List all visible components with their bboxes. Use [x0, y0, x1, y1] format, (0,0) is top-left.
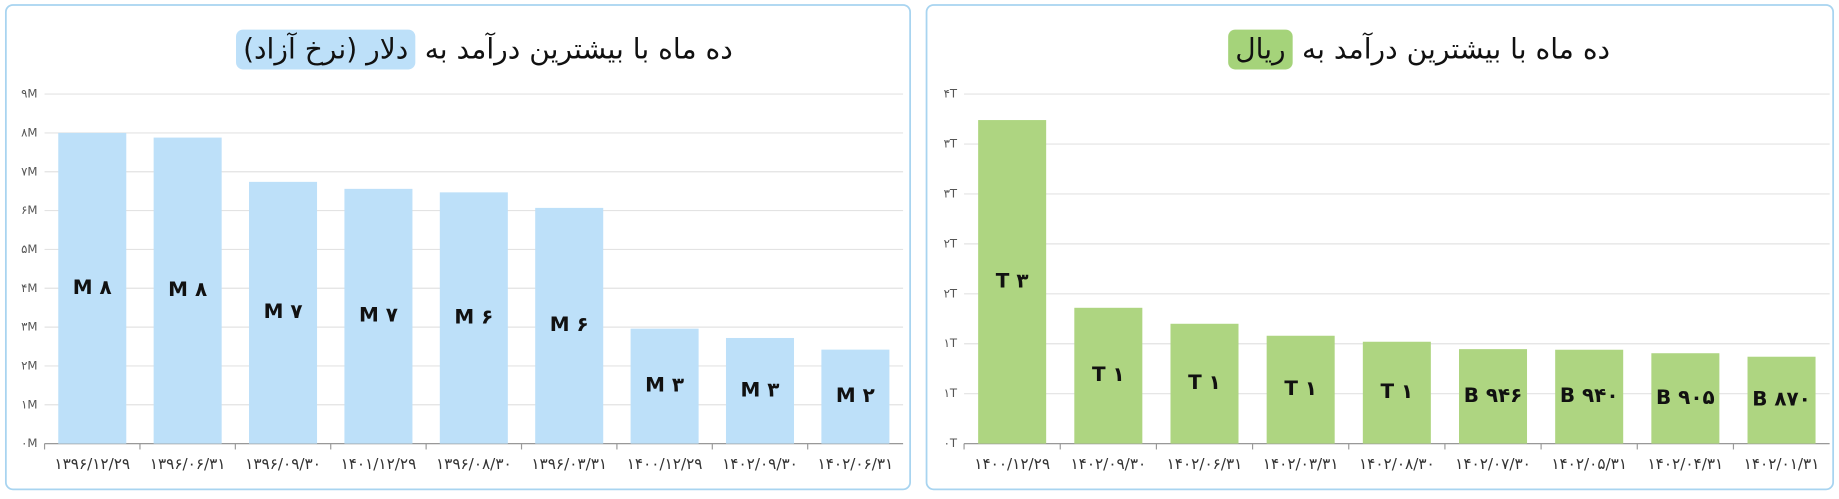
y-tick-label: ۲T	[944, 236, 958, 250]
y-tick-label: ۵M	[21, 242, 37, 256]
x-tick-label: ۱۳۹۶/۰۳/۳۱	[531, 455, 607, 473]
y-tick-label: ۲T	[944, 286, 958, 300]
bar	[1651, 353, 1720, 444]
x-tick-label: ۱۴۰۲/۰۶/۳۱	[818, 455, 894, 473]
chart-title: ده ماه با بیشترین درآمد به	[425, 33, 733, 66]
y-tick-label: ۱T	[944, 336, 958, 350]
chart-title-highlight: ریال	[1235, 33, 1285, 66]
y-tick-label: ۷M	[21, 164, 37, 178]
bar	[1362, 341, 1431, 444]
x-tick-label: ۱۴۰۲/۰۸/۳۰	[1359, 455, 1435, 473]
title-highlight	[236, 29, 416, 70]
x-tick-label: ۱۴۰۲/۰۹/۳۰	[1070, 455, 1146, 473]
value-label: ۸ M	[73, 276, 112, 299]
x-tick-label: ۱۳۹۶/۰۸/۳۰	[436, 455, 512, 473]
chart-title: ده ماه با بیشترین درآمد به	[1302, 33, 1610, 66]
value-label: ۹۴۶ B	[1464, 384, 1523, 407]
bar	[249, 181, 318, 444]
value-label: ۶ M	[454, 305, 493, 328]
chart-title-highlight: دلار (نرخ آزاد)	[243, 33, 408, 66]
value-label: ۱ T	[1380, 380, 1413, 403]
y-tick-label: ۸M	[21, 125, 37, 139]
bar	[1266, 335, 1335, 444]
value-label: ۱ T	[1188, 371, 1221, 394]
bar	[535, 207, 604, 444]
y-tick-label: ۲M	[21, 358, 37, 372]
value-label: ۱ T	[1092, 363, 1125, 386]
y-tick-label: ۰M	[21, 436, 37, 450]
x-tick-label: ۱۴۰۲/۰۴/۳۱	[1647, 455, 1723, 473]
bar	[630, 328, 699, 444]
bar	[1555, 349, 1624, 444]
bar	[439, 192, 508, 444]
x-tick-label: ۱۴۰۱/۱۲/۲۹	[341, 455, 417, 473]
y-tick-label: ۳T	[944, 186, 958, 200]
x-tick-label: ۱۴۰۲/۰۷/۳۰	[1455, 455, 1531, 473]
x-tick-label: ۱۴۰۰/۱۲/۲۹	[974, 455, 1050, 473]
value-label: ۷ M	[359, 304, 398, 327]
x-tick-label: ۱۳۹۶/۱۲/۲۹	[54, 455, 130, 473]
y-tick-label: ۶M	[21, 203, 37, 217]
y-tick-label: ۴T	[944, 87, 958, 101]
value-label: ۹۰۵ B	[1656, 386, 1715, 409]
x-tick-label: ۱۴۰۲/۰۵/۳۱	[1551, 455, 1627, 473]
value-label: ۹۴۰ B	[1560, 384, 1619, 407]
x-tick-label: ۱۴۰۲/۰۹/۳۰	[722, 455, 798, 473]
x-tick-label: ۱۴۰۲/۰۳/۳۱	[1263, 455, 1339, 473]
bar	[1459, 349, 1528, 444]
value-label: ۶ M	[550, 313, 589, 336]
value-label: ۸ M	[168, 278, 207, 301]
bar	[1747, 356, 1816, 444]
x-tick-label: ۱۴۰۰/۱۲/۲۹	[627, 455, 703, 473]
bar	[821, 349, 890, 444]
y-tick-label: ۰T	[944, 436, 958, 450]
value-label: ۳ T	[996, 269, 1029, 292]
x-tick-label: ۱۳۹۶/۰۹/۳۰	[245, 455, 321, 473]
bar	[58, 132, 127, 444]
bar	[1170, 323, 1239, 444]
bar	[153, 137, 222, 444]
y-tick-label: ۱M	[21, 397, 37, 411]
bar	[1074, 307, 1143, 444]
bar	[725, 337, 795, 444]
value-label: ۳ M	[645, 374, 684, 397]
x-tick-label: ۱۳۹۶/۰۶/۳۱	[150, 455, 226, 473]
bar	[978, 120, 1047, 444]
value-label: ۷ M	[264, 300, 303, 323]
title-highlight	[1228, 29, 1293, 70]
value-label: ۳ M	[741, 378, 780, 401]
y-tick-label: ۳T	[944, 137, 958, 151]
x-tick-label: ۱۴۰۲/۰۶/۳۱	[1167, 455, 1243, 473]
bar	[344, 188, 413, 444]
y-tick-label: ۴M	[21, 281, 37, 295]
value-label: ۸۷۰ B	[1752, 388, 1811, 411]
y-tick-label: ۹M	[21, 87, 37, 101]
value-label: ۲ M	[836, 384, 875, 407]
value-label: ۱ T	[1284, 377, 1317, 400]
y-tick-label: ۱T	[944, 386, 958, 400]
y-tick-label: ۳M	[21, 320, 37, 334]
x-tick-label: ۱۴۰۲/۰۱/۳۱	[1744, 455, 1820, 473]
